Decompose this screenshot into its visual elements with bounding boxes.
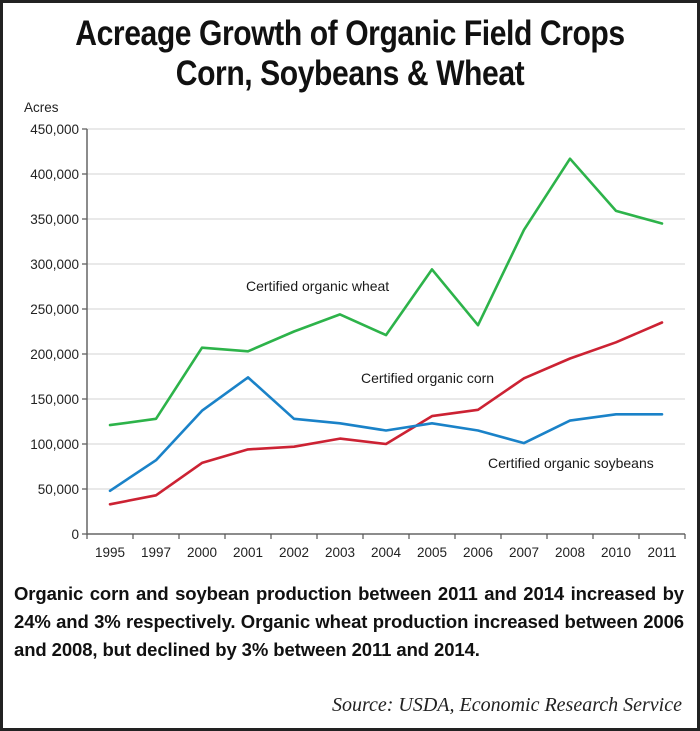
x-tick-label: 2003: [325, 545, 355, 560]
y-tick-label: 250,000: [30, 302, 79, 317]
y-tick-label: 450,000: [30, 122, 79, 137]
x-tick-label: 2010: [601, 545, 631, 560]
x-tick-label: 2005: [417, 545, 447, 560]
series-line-soybeans: [110, 377, 662, 490]
x-tick-label: 2000: [187, 545, 217, 560]
y-tick-label: 400,000: [30, 167, 79, 182]
y-tick-label: 150,000: [30, 392, 79, 407]
x-tick-label: 2006: [463, 545, 493, 560]
line-chart: Acres 0 50,000 100,000 150,000 200,000 250,00…: [0, 0, 700, 570]
y-tick-label: 100,000: [30, 437, 79, 452]
source-credit: Source: USDA, Economic Research Service: [332, 694, 682, 717]
x-tick-label: 2004: [371, 545, 402, 560]
x-tick-label: 2011: [647, 545, 676, 560]
x-tick-label: 1995: [95, 545, 125, 560]
y-axis-label: Acres: [24, 100, 59, 115]
x-tick-label: 2002: [279, 545, 309, 560]
series-line-corn: [110, 323, 662, 505]
x-tick-label: 1997: [141, 545, 171, 560]
series-label-corn: Certified organic corn: [361, 370, 494, 386]
y-tick-label: 300,000: [30, 257, 79, 272]
gridlines: [87, 129, 685, 489]
x-tick-label: 2008: [555, 545, 585, 560]
summary-note: Organic corn and soybean production betw…: [14, 580, 684, 664]
y-tick-label: 200,000: [30, 347, 79, 362]
y-tick-label: 0: [71, 527, 79, 542]
series-label-soybeans: Certified organic soybeans: [488, 455, 654, 471]
x-tick-label: 2001: [233, 545, 263, 560]
y-axis: 0 50,000 100,000 150,000 200,000 250,000 300,0…: [30, 122, 87, 542]
series-label-wheat: Certified organic wheat: [246, 278, 389, 294]
x-axis: 1995 1997 2000 2001 2002 2003 2004 2005 2006 2007…: [87, 534, 685, 560]
y-tick-label: 350,000: [30, 212, 79, 227]
series-lines: [110, 159, 662, 505]
y-tick-label: 50,000: [38, 482, 79, 497]
x-tick-label: 2007: [509, 545, 539, 560]
